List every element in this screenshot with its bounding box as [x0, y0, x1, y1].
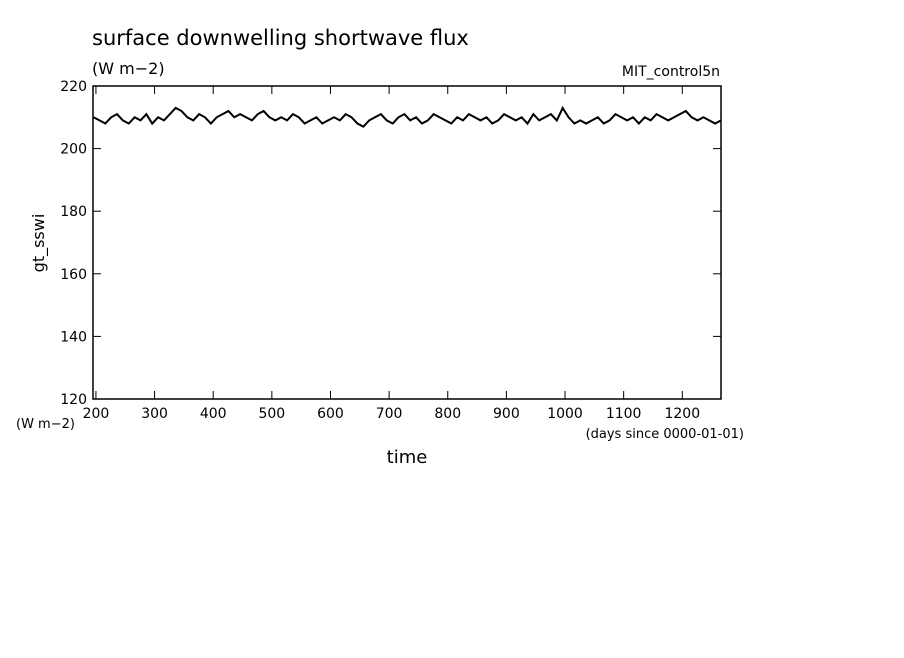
x-units: (days since 0000-01-01) — [586, 427, 744, 442]
chart-title: surface downwelling shortwave flux — [92, 26, 469, 50]
y-tick-label: 200 — [60, 142, 87, 158]
plot-frame — [92, 85, 722, 400]
x-tick-label: 800 — [434, 406, 461, 422]
x-tick-label: 700 — [376, 406, 403, 422]
x-tick-label: 300 — [141, 406, 168, 422]
source-label: MIT_control5n — [622, 64, 720, 80]
x-tick-label: 1100 — [606, 406, 642, 422]
x-tick-label: 1200 — [664, 406, 700, 422]
x-tick-label: 600 — [317, 406, 344, 422]
data-line — [93, 105, 722, 128]
x-tick-label: 500 — [258, 406, 285, 422]
y-tick-label: 160 — [60, 267, 87, 283]
y-tick-label: 180 — [60, 204, 87, 220]
x-tick-label: 900 — [493, 406, 520, 422]
y-tick-label: 220 — [60, 79, 87, 95]
y-tick-label: 120 — [60, 392, 87, 408]
x-tick-label: 400 — [200, 406, 227, 422]
subtitle: (W m−2) — [92, 59, 165, 78]
x-tick-label: 1000 — [547, 406, 583, 422]
y-axis-label: gt_sswi — [29, 214, 49, 273]
y-tick-label: 140 — [60, 329, 87, 345]
x-tick-label: 200 — [83, 406, 110, 422]
y-units: (W m−2) — [16, 417, 75, 432]
x-axis-label: time — [387, 447, 428, 468]
